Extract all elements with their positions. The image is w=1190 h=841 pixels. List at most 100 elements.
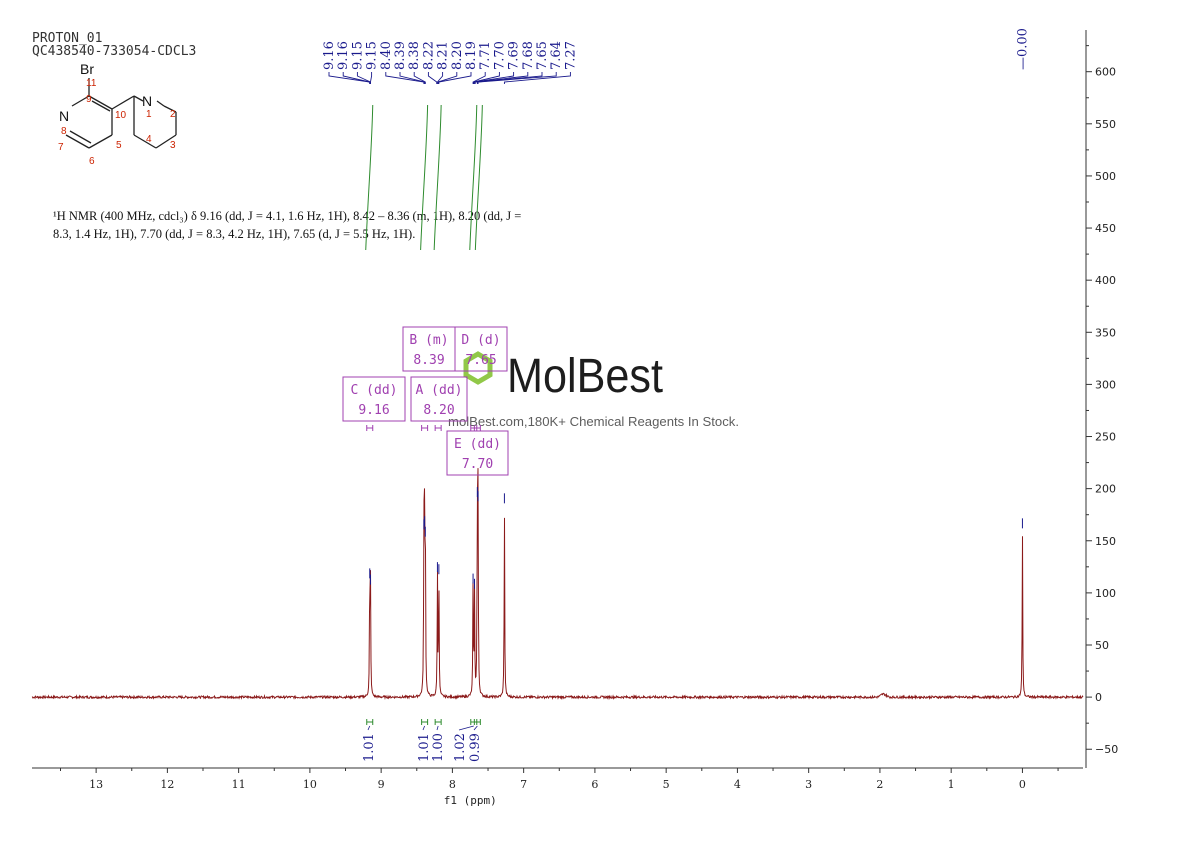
x-tick-label: 1 [948,778,955,791]
x-tick-label: 7 [520,778,527,791]
peak-label: 8.20 [450,41,465,70]
atom-number-3: 3 [170,140,176,151]
atom-number-7: 7 [58,142,64,153]
multiplet-label: B (m) [409,333,448,348]
y-tick-label: 50 [1095,639,1109,652]
peak-connector [413,72,426,84]
peak-label: 7.65 [535,41,550,70]
nitrogen-1-label: N [142,93,152,109]
integral-curves [365,104,483,251]
integral-value: 1.00 [431,733,446,762]
x-tick-label: 6 [591,778,598,791]
atom-number-2: 2 [170,109,176,120]
multiplet-label: C (dd) [351,383,398,398]
peak-label: 8.40 [379,41,394,70]
multiplet-box [410,376,468,422]
hexagon-logo-icon [463,351,493,385]
peak-connector [436,72,444,84]
peak-label: 7.70 [492,41,507,70]
peak-connector [474,72,529,84]
y-tick-label: −50 [1095,743,1118,756]
nitrogen-8-label: N [59,108,69,124]
peak-labels: 9.16 9.16 9.15 9.15 8.40 8.39 8.38 8.22 8.21 8.20… [322,28,1030,70]
atom-number-1: 1 [146,109,152,120]
peak-connector [476,72,543,84]
y-tick-label: 550 [1095,118,1116,131]
peak-tick-marks [369,487,1023,589]
peak-label: 8.22 [421,41,436,70]
peak-label: 7.71 [478,41,493,70]
peak-label: 7.64 [549,41,564,70]
peak-label: 7.27 [563,41,578,70]
watermark-tagline: molBest.com,180K+ Chemical Reagents In S… [448,415,739,429]
x-axis-label: f1 (ppm) [444,794,497,807]
y-axis: −50 0 50 100 150 200 250 300 350 400 450 500 550 600 [1085,30,1118,768]
atom-number-6: 6 [89,156,95,167]
peak-label-connectors [328,72,571,84]
multiplet-label: E (dd) [454,437,501,452]
peak-connector [472,72,486,84]
peak-connector [399,72,426,84]
peak-label: 9.16 [336,41,351,70]
peak-connector [473,72,500,84]
peak-connector [438,72,472,84]
atom-number-5: 5 [116,140,122,151]
bromine-label: Br [80,61,94,77]
peak-connector [370,72,373,84]
peak-connector [437,72,458,84]
y-tick-label: 400 [1095,274,1116,287]
peak-label: 8.19 [464,41,479,70]
y-tick-label: 250 [1095,431,1116,444]
x-tick-label: 12 [160,778,174,791]
multiplet-label: A (dd) [416,383,463,398]
peak-connector [503,72,571,84]
peak-label: 7.68 [521,41,536,70]
chemical-structure: Br N N 1 2 3 4 5 6 7 8 9 10 11 [58,61,177,167]
x-tick-label: 8 [449,778,456,791]
peak-label: 7.69 [507,41,522,70]
molbest-watermark: MolBest molBest.com,180K+ Chemical Reage… [448,350,739,429]
x-tick-label: 9 [378,778,385,791]
peak-connector [385,72,425,84]
x-tick-label: 2 [876,778,883,791]
peak-label: 8.38 [407,41,422,70]
multiplet-box [342,376,406,422]
x-tick-label: 10 [303,778,317,791]
peak-connector [328,72,371,84]
integral-connector [422,725,425,731]
peak-label: 8.39 [393,41,408,70]
x-tick-label: 5 [663,778,670,791]
atom-number-10: 10 [115,110,127,121]
peak-connector [477,72,557,84]
x-tick-label: 3 [805,778,812,791]
peak-connector [427,72,438,84]
peak-label: 9.16 [322,41,337,70]
integral-curve [365,104,374,251]
integral-value: 0.99 [468,733,483,762]
y-tick-label: 300 [1095,378,1116,391]
integral-value: 1.02 [453,733,468,762]
x-tick-label: 11 [232,778,246,791]
multiplet-shift: 8.20 [423,403,454,418]
y-tick-label: 600 [1095,66,1116,79]
multiplet-annotations: C (dd) 9.16 B (m) 8.39 A (dd) 8.20 D (d) 7.65 E … [342,326,509,476]
multiplet-box [446,430,509,476]
multiplet-shift: 7.65 [465,353,496,368]
integral-value: 1.01 [417,733,432,762]
y-tick-label: 200 [1095,483,1116,496]
peak-label: 8.21 [436,41,451,70]
watermark-brand: MolBest [507,350,663,403]
y-tick-label: 450 [1095,222,1116,235]
integral-connector [473,725,478,731]
integral-value: 1.01 [362,733,377,762]
atom-number-4: 4 [146,134,152,145]
y-tick-label: 500 [1095,170,1116,183]
integration-values: 1.01 1.01 1.00 1.02 0.99 [362,719,483,762]
x-tick-label: 0 [1019,778,1026,791]
peak-connector [342,72,371,84]
multiplet-shift: 8.39 [413,353,444,368]
peak-label: 9.15 [365,41,380,70]
x-tick-label: 13 [89,778,103,791]
integral-curve [420,104,429,251]
